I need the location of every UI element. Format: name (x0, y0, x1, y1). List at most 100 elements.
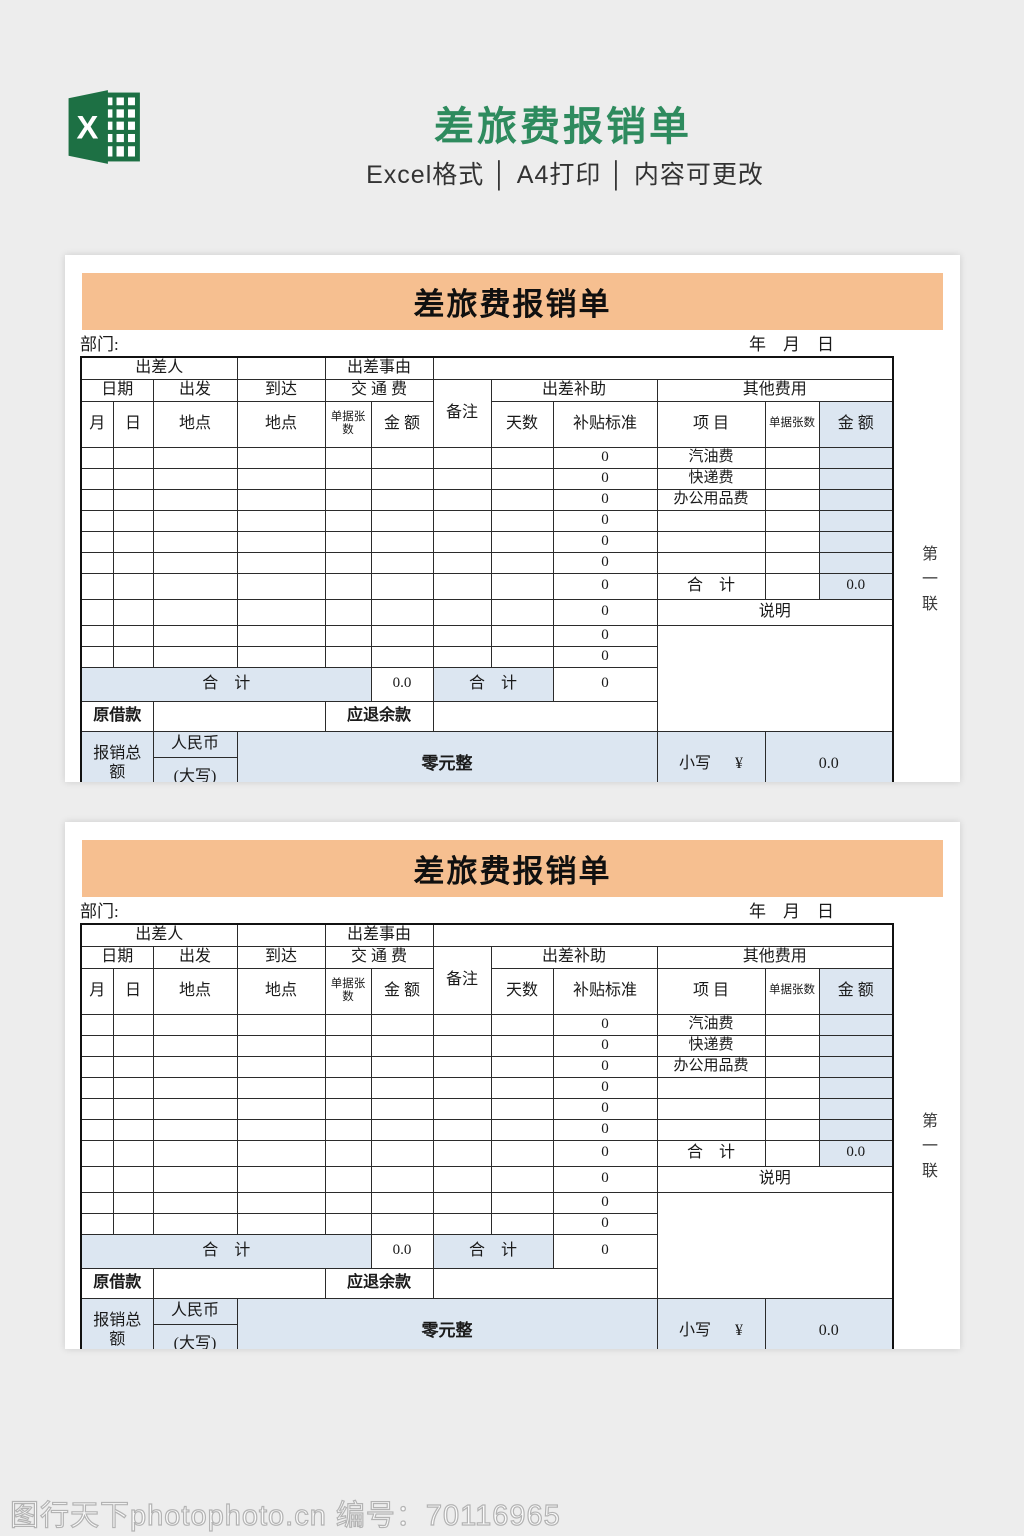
page-subtitle: Excel格式 │ A4打印 │ 内容可更改 (366, 161, 764, 189)
empty-cell (236, 598, 326, 626)
expense-form-card-1: 差旅费报销单 部门: 年 月 日 出差人 出差事由 日期 出发 到达 交 通 费… (65, 255, 960, 782)
other-total-amount-cell: 0.0 (818, 572, 894, 600)
empty-cell (236, 1139, 326, 1167)
watermark-text: 图行天下photophoto.cn 编号：70116965 (9, 1499, 561, 1532)
empty-cell (432, 1097, 492, 1120)
empty-cell (370, 509, 434, 532)
transport-total-amount-cell: 0.0 (370, 666, 434, 702)
dept-row: 部门: 年 月 日 (80, 330, 892, 356)
arrive-place-header-cell: 地点 (236, 400, 326, 448)
subsidy-std-value: 0 (552, 509, 658, 532)
empty-cell (370, 1097, 434, 1120)
empty-cell (370, 598, 434, 626)
empty-cell (80, 509, 114, 532)
empty-cell (490, 1191, 554, 1214)
subsidy-std-value: 0 (552, 1212, 658, 1235)
subsidy-std-header-cell: 补贴标准 (552, 400, 658, 448)
fee-item-cell (656, 1076, 766, 1099)
empty-cell (370, 645, 434, 668)
amount-header-cell: 金 额 (370, 400, 434, 448)
empty-cell (112, 1139, 154, 1167)
dept-label: 部门: (80, 335, 119, 354)
row-traveler: 出差人 出差事由 (80, 356, 894, 380)
empty-cell (490, 1055, 554, 1078)
arrive-place-header-cell: 地点 (236, 967, 326, 1015)
empty-cell (152, 1191, 238, 1214)
note-label-cell: 说明 (656, 1165, 894, 1193)
empty-cell (490, 1013, 554, 1036)
loan-row: 原借款 应退余款 (80, 700, 893, 732)
dept-row: 部门: 年 月 日 (80, 897, 892, 923)
empty-cell (432, 1191, 492, 1214)
empty-cell (370, 467, 434, 490)
empty-cell (152, 1139, 238, 1167)
data-row: 0 办公用品费 (80, 1055, 894, 1078)
empty-cell (490, 572, 554, 600)
svg-text:X: X (76, 108, 98, 145)
subsidy-std-value: 0 (552, 1013, 658, 1036)
data-row: 0 (80, 1191, 894, 1299)
empty-cell (80, 1055, 114, 1078)
fee-amount-cell (818, 1034, 894, 1057)
day-header-cell: 日 (112, 967, 154, 1015)
empty-cell (324, 467, 372, 490)
note-area-cell (656, 624, 894, 732)
empty-cell (112, 488, 154, 511)
empty-cell (370, 1034, 434, 1057)
reason-label-cell: 出差事由 (324, 356, 434, 380)
subsidy-std-value: 0 (552, 1118, 658, 1141)
empty-cell (370, 1139, 434, 1167)
subsidy-std-value: 0 (552, 645, 658, 668)
empty-cell (764, 488, 820, 511)
empty-cell (80, 598, 114, 626)
empty-cell (112, 598, 154, 626)
row-traveler: 出差人 出差事由 (80, 923, 894, 947)
reason-value-cell (432, 923, 894, 947)
empty-cell (112, 1212, 154, 1235)
empty-cell (112, 1076, 154, 1099)
refund-value-cell (432, 1267, 658, 1299)
empty-cell (324, 624, 372, 647)
copy-sequence-label: 第一联 (919, 545, 936, 620)
fee-amount-cell (818, 509, 894, 532)
subsidy-std-value: 0 (552, 572, 658, 600)
loan-label-cell: 原借款 (80, 1267, 154, 1299)
date-ymd-label: 年 月 日 (749, 335, 834, 354)
amount2-header-cell: 金 额 (818, 967, 894, 1015)
empty-cell (324, 1165, 372, 1193)
empty-cell (324, 551, 372, 574)
empty-cell (80, 1118, 114, 1141)
remark-header-cell: 备注 (432, 945, 492, 1015)
empty-cell (152, 572, 238, 600)
reason-label-cell: 出差事由 (324, 923, 434, 947)
remark-header-cell: 备注 (432, 378, 492, 448)
date-header-cell: 日期 (80, 945, 154, 969)
transport-total-label-cell: 合 计 (80, 666, 372, 702)
small-cash-label-cell: 小写 ¥ (656, 1297, 766, 1349)
subsidy-std-value: 0 (552, 1097, 658, 1120)
empty-cell (80, 1097, 114, 1120)
subsidy-std-value: 0 (552, 551, 658, 574)
other-fees-header-cell: 其他费用 (656, 945, 894, 969)
empty-cell (490, 624, 554, 647)
empty-cell (432, 488, 492, 511)
empty-cell (324, 1034, 372, 1057)
empty-cell (432, 1212, 492, 1235)
note-header-row: 0 说明 (80, 598, 894, 626)
refund-label-cell: 应退余款 (324, 700, 434, 732)
empty-cell (764, 1118, 820, 1141)
row-column-header: 月 日 地点 地点 单据张数 金 额 天数 补贴标准 项 目 单据张数 金 额 (80, 400, 894, 448)
empty-cell (764, 446, 820, 469)
currency-label-cell: 人民币 (152, 1297, 238, 1325)
empty-cell (152, 488, 238, 511)
empty-cell (370, 446, 434, 469)
grand-label-line1: 报销总 (93, 1312, 142, 1330)
empty-cell (236, 1013, 326, 1036)
loan-row: 原借款 应退余款 (80, 1267, 893, 1299)
empty-cell (324, 1076, 372, 1099)
loan-label-cell: 原借款 (80, 700, 154, 732)
traveler-label-cell: 出差人 (80, 923, 238, 947)
traveler-value-cell (236, 923, 326, 947)
subsidy-total-amount-cell: 0 (552, 666, 658, 702)
